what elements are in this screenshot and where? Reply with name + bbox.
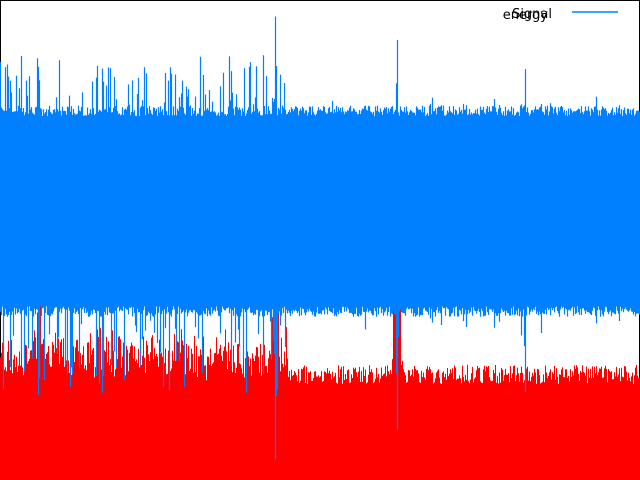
legend-label-signal: Signal xyxy=(512,7,552,22)
signal-waveform xyxy=(0,16,640,459)
signal-series xyxy=(0,16,640,459)
legend-label-energy: energy xyxy=(503,8,549,23)
energy-area xyxy=(0,168,640,480)
legend: energy Signal xyxy=(503,7,618,23)
energy-series xyxy=(0,168,640,480)
